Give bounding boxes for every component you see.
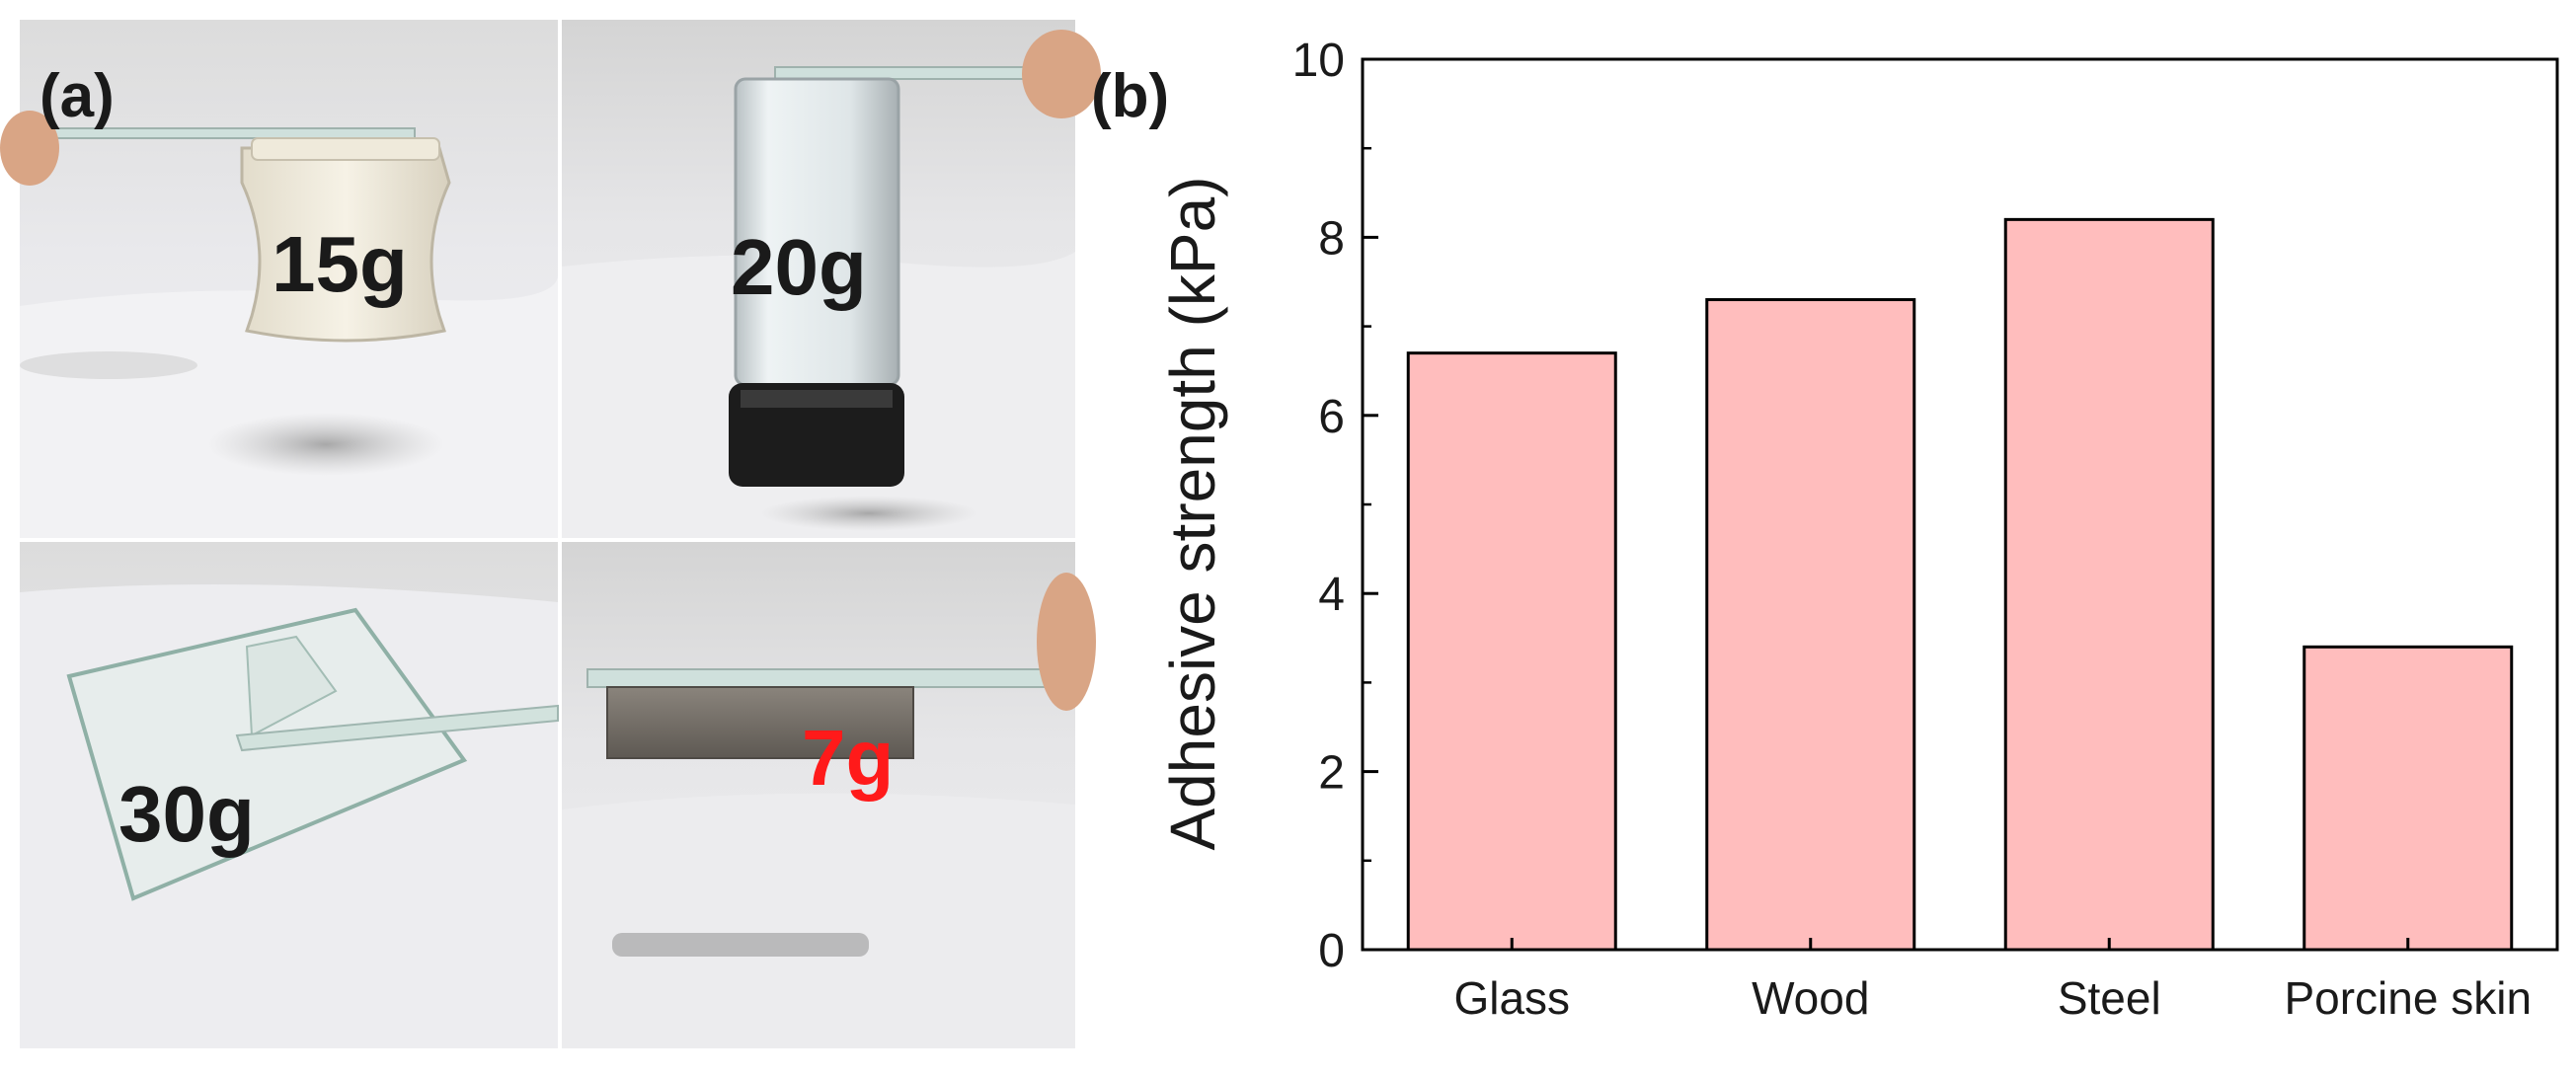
panel-b-label: (b)	[1091, 62, 1169, 130]
y-tick-label: 10	[1292, 35, 1345, 87]
photo-30g	[20, 542, 559, 1048]
photo-weight-label: 15g	[272, 220, 408, 308]
x-tick-label: Wood	[1752, 972, 1869, 1024]
y-tick-label: 6	[1318, 391, 1345, 443]
photo-weight-label: 20g	[731, 223, 867, 311]
chart-axes: Glass Wood Steel Porcine skin 0 2 4 6 8 10	[1292, 35, 2559, 1024]
x-tick-label: Porcine skin	[2284, 972, 2532, 1024]
x-tick-label: Steel	[2058, 972, 2161, 1024]
y-axis-label: Adhesive strength (kPa)	[1157, 177, 1228, 851]
panel-b: (b) Adhesive strength (kPa) Glass Wood Ste…	[1091, 35, 2559, 1024]
bar-steel	[2003, 217, 2215, 952]
x-tick-label: Glass	[1453, 972, 1570, 1024]
photo-weight-label: 30g	[118, 770, 255, 858]
photo-15g	[0, 20, 558, 538]
y-tick-label: 8	[1318, 212, 1345, 265]
bar-glass	[1406, 351, 1617, 952]
bar-porcine-skin	[2303, 645, 2514, 952]
bar-wood	[1705, 298, 1916, 952]
photo-7g	[562, 542, 1096, 1048]
photo-20g	[562, 20, 1101, 538]
panel-a-label: (a)	[39, 62, 115, 130]
y-tick-label: 0	[1318, 925, 1345, 977]
photo-weight-label: 7g	[802, 714, 894, 802]
bar-series	[1406, 217, 2514, 952]
y-tick-label: 4	[1318, 569, 1345, 621]
y-tick-label: 2	[1318, 747, 1345, 800]
panel-a: (a) 15g 20g 30g 7g	[0, 20, 1101, 1048]
